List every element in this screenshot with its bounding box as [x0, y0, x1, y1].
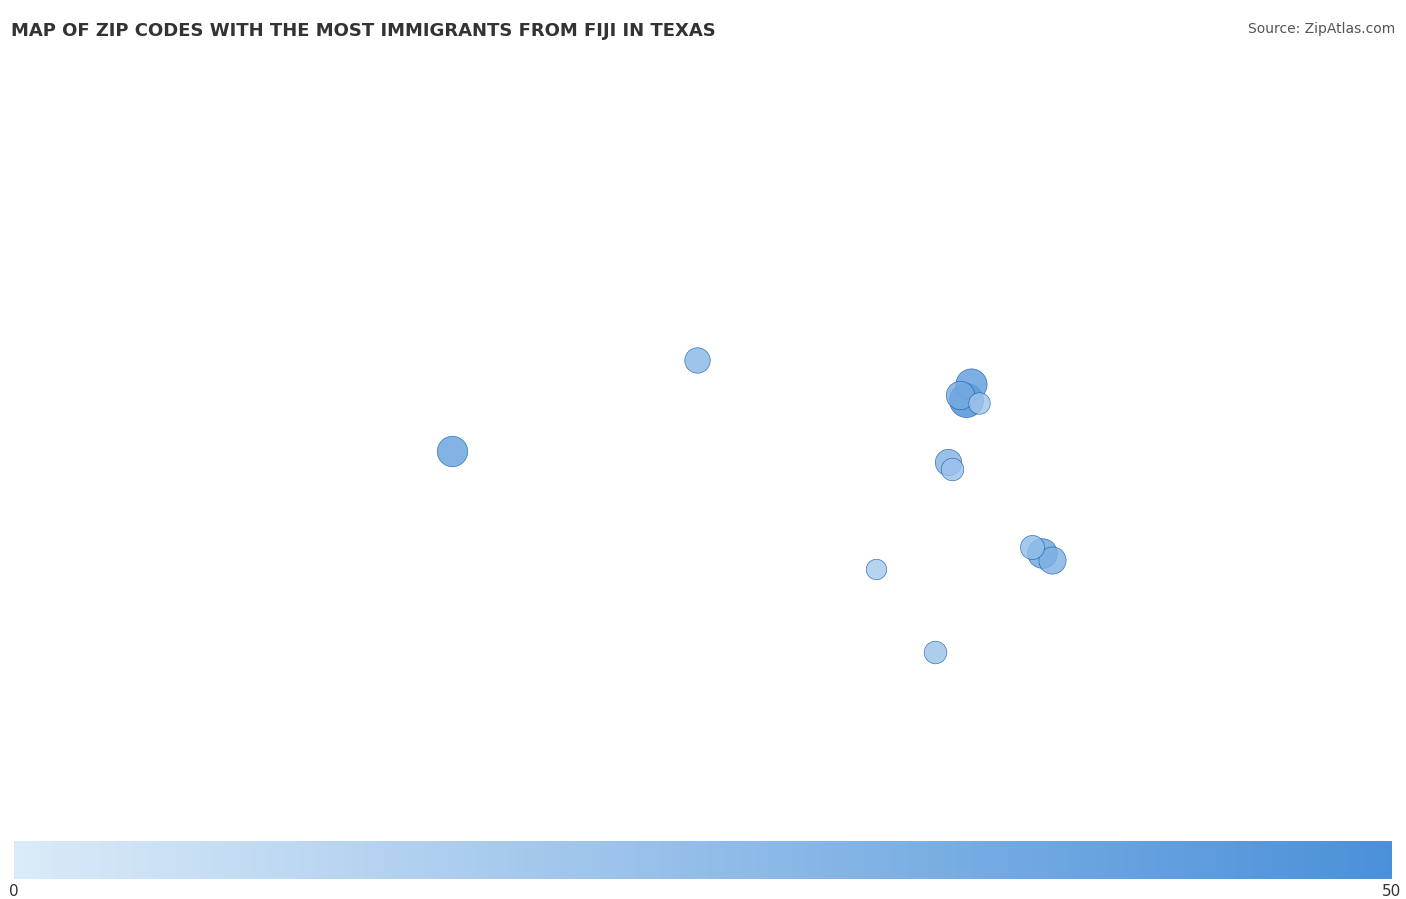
- Point: [685, 353, 707, 368]
- Point: [955, 393, 977, 407]
- Point: [441, 444, 464, 458]
- Text: Source: ZipAtlas.com: Source: ZipAtlas.com: [1247, 22, 1395, 37]
- Point: [967, 396, 990, 411]
- Point: [865, 562, 887, 576]
- Point: [1040, 553, 1063, 567]
- Point: [1031, 546, 1053, 560]
- Text: MAP OF ZIP CODES WITH THE MOST IMMIGRANTS FROM FIJI IN TEXAS: MAP OF ZIP CODES WITH THE MOST IMMIGRANT…: [11, 22, 716, 40]
- Point: [936, 455, 959, 469]
- Point: [1021, 539, 1043, 554]
- Point: [924, 645, 946, 659]
- Point: [960, 377, 983, 391]
- Point: [949, 388, 972, 403]
- Point: [941, 462, 963, 476]
